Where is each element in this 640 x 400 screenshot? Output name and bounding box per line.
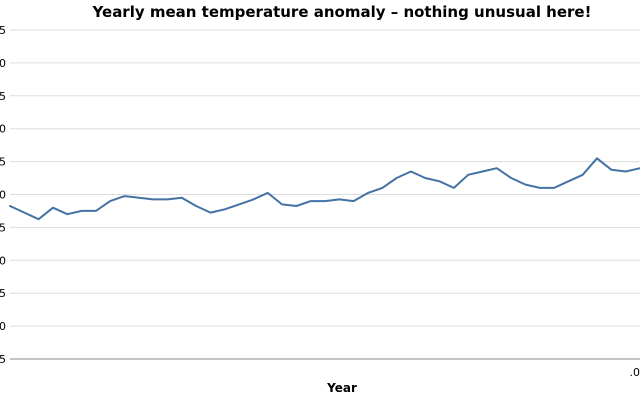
chart-title: Yearly mean temperature anomaly – nothin… <box>92 3 592 21</box>
y-tick-label: 5 <box>0 221 6 234</box>
y-tick-label: 5 <box>0 156 6 169</box>
y-tick-label: 0 <box>0 57 6 70</box>
x-axis-tick-labels: .0 <box>630 366 640 379</box>
y-tick-label: 5 <box>0 90 6 103</box>
y-tick-label: 5 <box>0 353 6 366</box>
y-tick-label: 0 <box>0 254 6 267</box>
y-tick-label: 0 <box>0 320 6 333</box>
y-tick-label: 0 <box>0 123 6 136</box>
y-tick-label: 5 <box>0 287 6 300</box>
y-tick-label: 0 <box>0 189 6 202</box>
temperature-series <box>9 157 640 221</box>
x-axis-label: Year <box>326 381 357 395</box>
series-line <box>9 157 640 221</box>
y-tick-label: 5 <box>0 24 6 37</box>
y-axis-tick-labels: 5 0 5 0 5 0 5 0 5 0 5 <box>0 24 6 366</box>
x-tick-label: .0 <box>630 366 640 379</box>
gridlines <box>10 29 640 327</box>
